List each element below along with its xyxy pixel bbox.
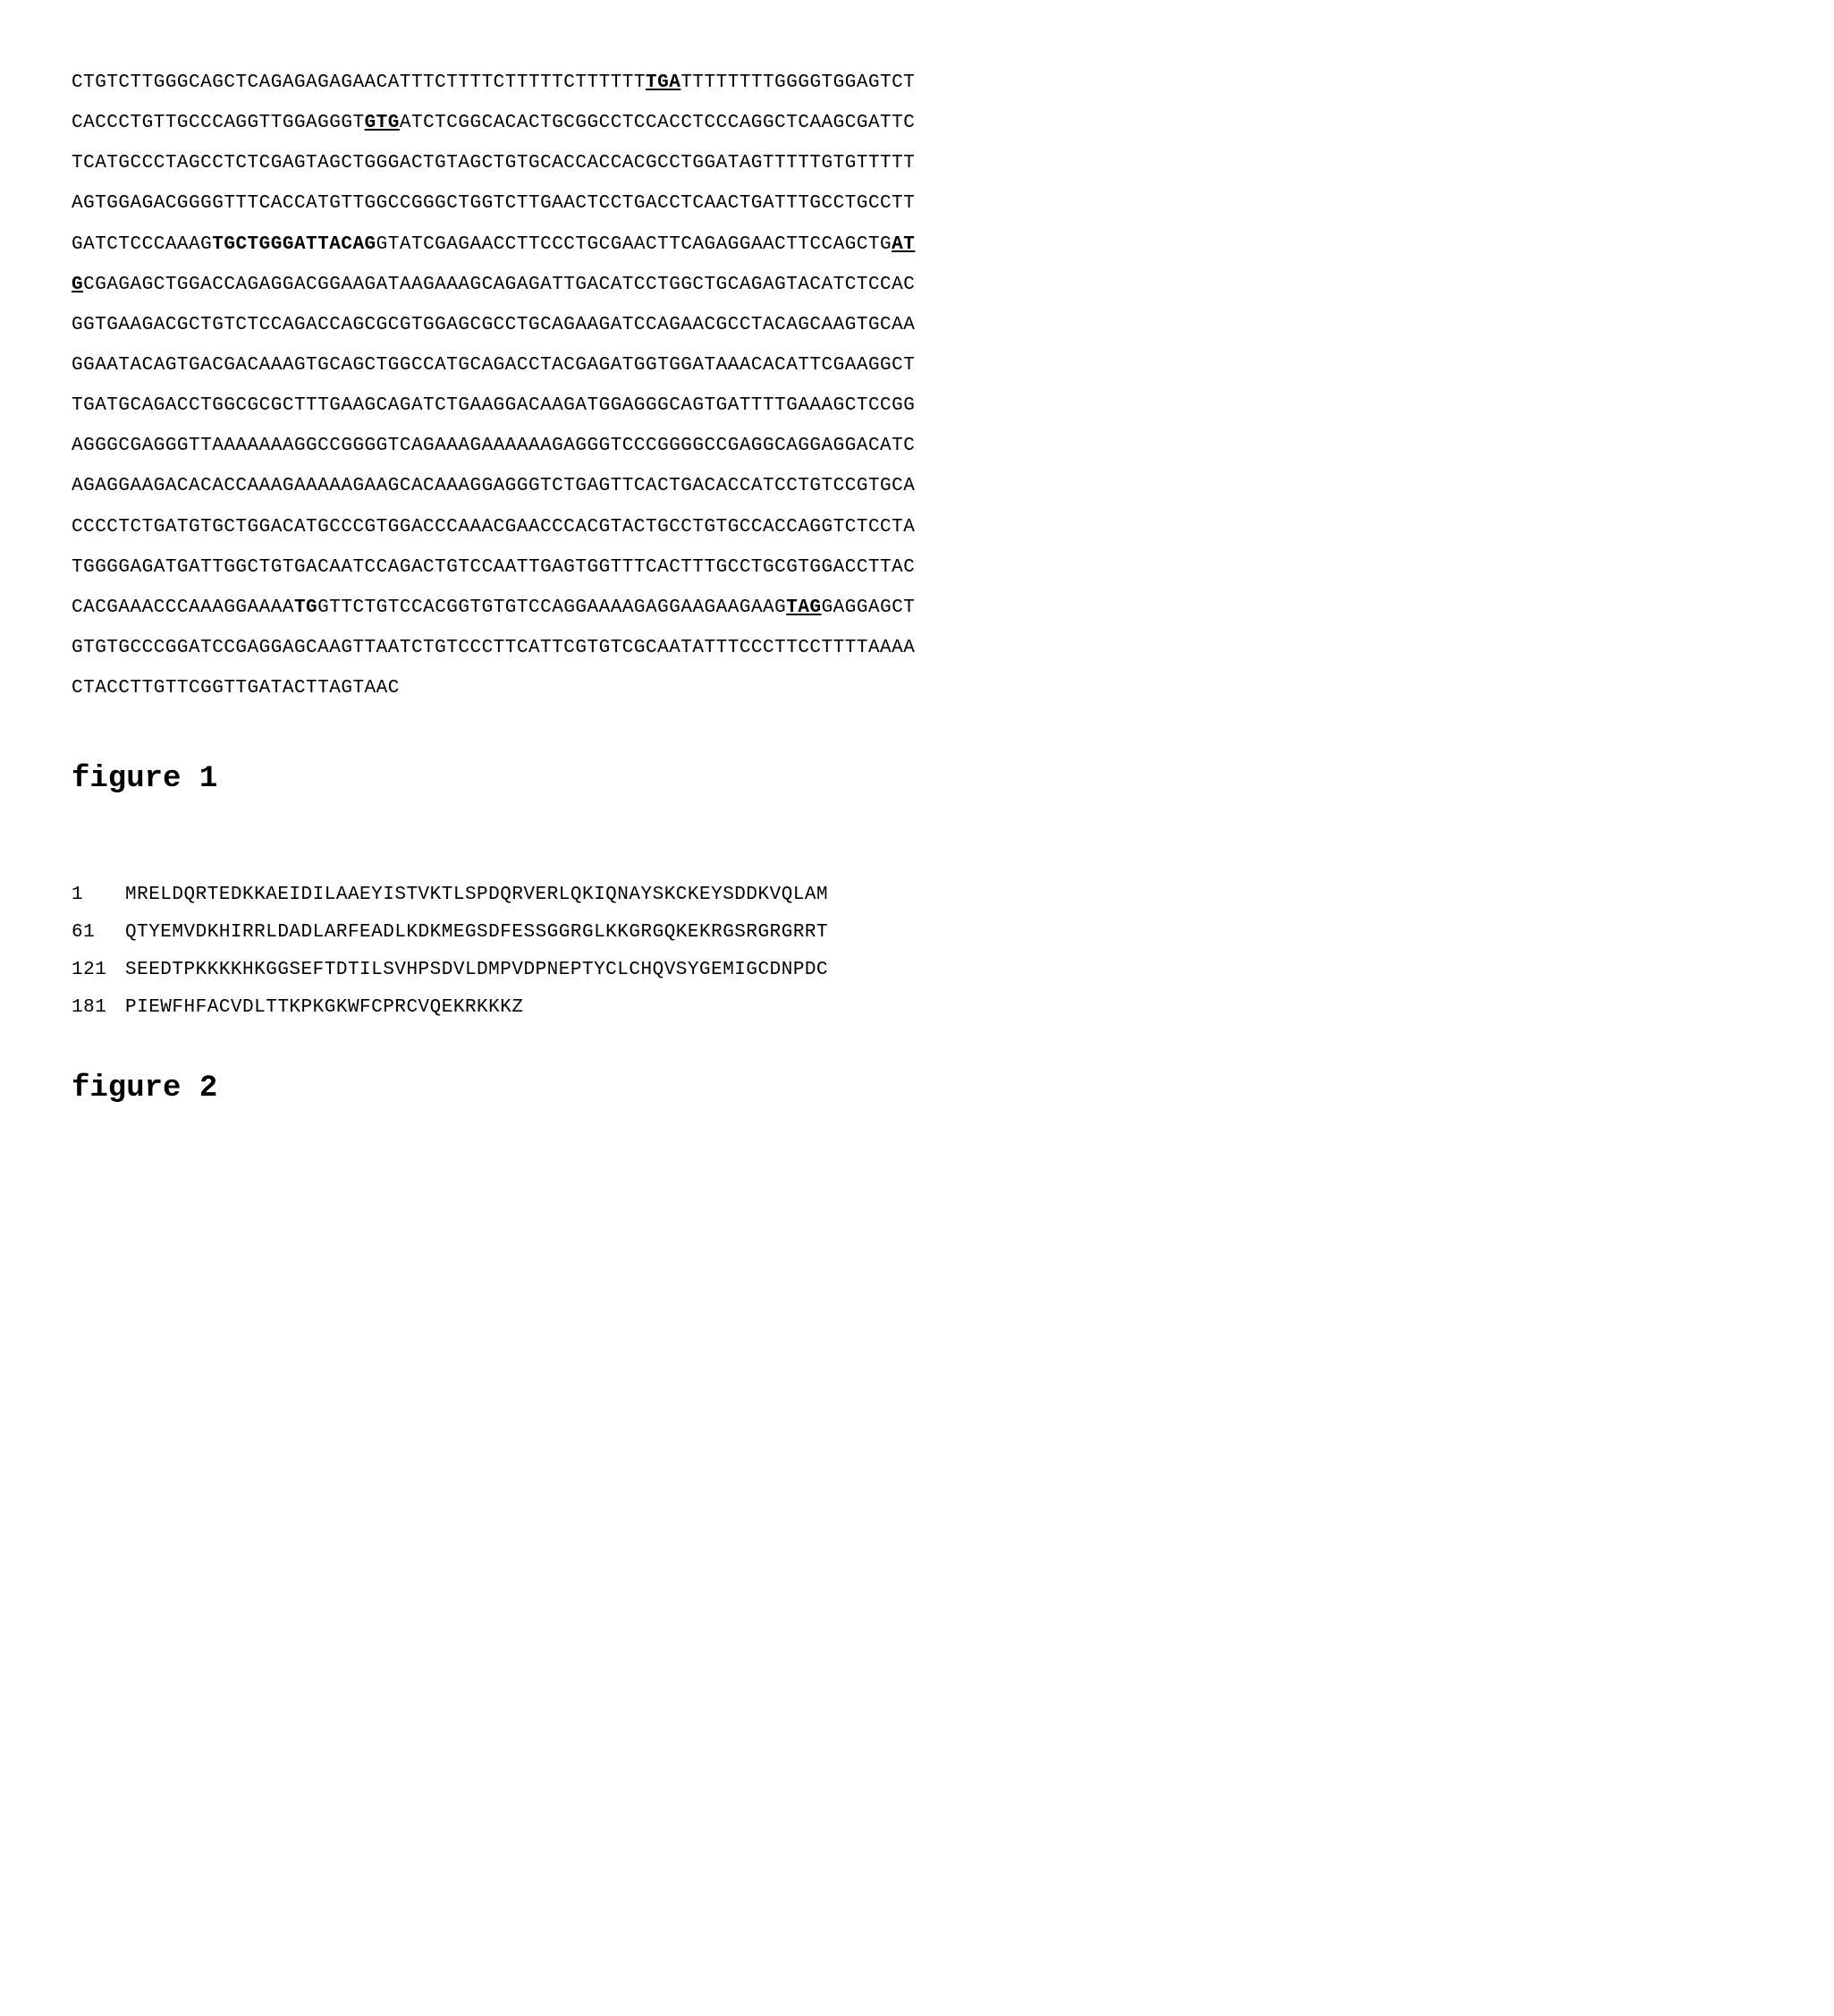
protein-line: 121SEEDTPKKKKHKGGSEFTDTILSVHPSDVLDMPVDPN… [72,952,1762,989]
seq-segment: TGA [646,72,680,93]
seq-segment: TGATGCAGACCTGGCGCGCTTTGAAGCAGATCTGAAGGAC… [72,395,915,416]
seq-segment: CACGAAACCCAAAGGAAAA [72,597,294,618]
nucleotide-line: GTGTGCCCGGATCCGAGGAGCAAGTTAATCTGTCCCTTCA… [72,628,1762,668]
seq-segment: TCATGCCCTAGCCTCTCGAGTAGCTGGGACTGTAGCTGTG… [72,153,915,174]
seq-segment: CTGTCTTGGGCAGCTCAGAGAGAGAACATTTCTTTTCTTT… [72,72,646,93]
seq-segment: CACCCTGTTGCCCAGGTTGGAGGGT [72,113,365,133]
seq-segment: GTGTGCCCGGATCCGAGGAGCAAGTTAATCTGTCCCTTCA… [72,638,915,658]
nucleotide-line: CCCCTCTGATGTGCTGGACATGCCCGTGGACCCAAACGAA… [72,507,1762,547]
nucleotide-line: GGTGAAGACGCTGTCTCCAGACCAGCGCGTGGAGCGCCTG… [72,305,1762,345]
nucleotide-line: TCATGCCCTAGCCTCTCGAGTAGCTGGGACTGTAGCTGTG… [72,143,1762,183]
protein-position: 1 [72,877,125,914]
protein-sequence: QTYEMVDKHIRRLDADLARFEADLKDKMEGSDFESSGGRG… [125,922,828,943]
nucleotide-line: CTGTCTTGGGCAGCTCAGAGAGAGAACATTTCTTTTCTTT… [72,63,1762,103]
seq-segment: GTATCGAGAACCTTCCCTGCGAACTTCAGAGGAACTTCCA… [376,234,892,255]
seq-segment: TG [294,597,317,618]
seq-segment: ATCTCGGCACACTGCGGCCTCCACCTCCCAGGCTCAAGCG… [400,113,916,133]
nucleotide-line: CACGAAACCCAAAGGAAAATGGTTCTGTCCACGGTGTGTC… [72,588,1762,628]
seq-segment: G [72,275,83,295]
protein-position: 61 [72,914,125,952]
seq-segment: AGGGCGAGGGTTAAAAAAAGGCCGGGGTCAGAAAGAAAAA… [72,436,915,456]
seq-segment: CGAGAGCTGGACCAGAGGACGGAAGATAAGAAAGCAGAGA… [83,275,915,295]
seq-segment: CTACCTTGTTCGGTTGATACTTAGTAAC [72,678,400,699]
protein-position: 181 [72,989,125,1027]
seq-segment: GTTCTGTCCACGGTGTGTCCAGGAAAAGAGGAAGAAGAAG [317,597,786,618]
seq-segment: AT [892,234,915,255]
figure-1-caption: figure 1 [72,762,1762,796]
seq-segment: AGAGGAAGACACACCAAAGAAAAAGAAGCACAAAGGAGGG… [72,476,915,496]
seq-segment: GGTGAAGACGCTGTCTCCAGACCAGCGCGTGGAGCGCCTG… [72,315,915,335]
seq-segment: TAG [786,597,821,618]
seq-segment: AGTGGAGACGGGGTTTCACCATGTTGGCCGGGCTGGTCTT… [72,193,915,214]
nucleotide-line: AGAGGAAGACACACCAAAGAAAAAGAAGCACAAAGGAGGG… [72,466,1762,506]
nucleotide-line: TGATGCAGACCTGGCGCGCTTTGAAGCAGATCTGAAGGAC… [72,385,1762,426]
protein-line: 1MRELDQRTEDKKAEIDILAAEYISTVKTLSPDQRVERLQ… [72,877,1762,914]
seq-segment: GAGGAGCT [822,597,916,618]
nucleotide-sequence-block: CTGTCTTGGGCAGCTCAGAGAGAGAACATTTCTTTTCTTT… [72,63,1762,708]
nucleotide-line: TGGGGAGATGATTGGCTGTGACAATCCAGACTGTCCAATT… [72,547,1762,588]
seq-segment: TTTTTTTTGGGGTGGAGTCT [680,72,915,93]
nucleotide-line: CTACCTTGTTCGGTTGATACTTAGTAAC [72,668,1762,708]
protein-sequence: SEEDTPKKKKHKGGSEFTDTILSVHPSDVLDMPVDPNEPT… [125,960,828,980]
protein-line: 181PIEWFHFACVDLTTKPKGKWFCPRCVQEKRKKKZ [72,989,1762,1027]
nucleotide-line: CACCCTGTTGCCCAGGTTGGAGGGTGTGATCTCGGCACAC… [72,103,1762,143]
protein-sequence: PIEWFHFACVDLTTKPKGKWFCPRCVQEKRKKKZ [125,997,523,1018]
seq-segment: GATCTCCCAAAG [72,234,212,255]
figure-2-caption: figure 2 [72,1072,1762,1105]
seq-segment: TGGGGAGATGATTGGCTGTGACAATCCAGACTGTCCAATT… [72,557,915,578]
nucleotide-line: GCGAGAGCTGGACCAGAGGACGGAAGATAAGAAAGCAGAG… [72,265,1762,305]
protein-sequence: MRELDQRTEDKKAEIDILAAEYISTVKTLSPDQRVERLQK… [125,885,828,905]
nucleotide-line: AGTGGAGACGGGGTTTCACCATGTTGGCCGGGCTGGTCTT… [72,183,1762,224]
seq-segment: GGAATACAGTGACGACAAAGTGCAGCTGGCCATGCAGACC… [72,355,915,376]
protein-line: 61QTYEMVDKHIRRLDADLARFEADLKDKMEGSDFESSGG… [72,914,1762,952]
seq-segment: CCCCTCTGATGTGCTGGACATGCCCGTGGACCCAAACGAA… [72,517,915,538]
protein-sequence-block: 1MRELDQRTEDKKAEIDILAAEYISTVKTLSPDQRVERLQ… [72,877,1762,1027]
nucleotide-line: GGAATACAGTGACGACAAAGTGCAGCTGGCCATGCAGACC… [72,345,1762,385]
nucleotide-line: AGGGCGAGGGTTAAAAAAAGGCCGGGGTCAGAAAGAAAAA… [72,426,1762,466]
seq-segment: TGCTGGGATTACAG [212,234,376,255]
protein-position: 121 [72,952,125,989]
nucleotide-line: GATCTCCCAAAGTGCTGGGATTACAGGTATCGAGAACCTT… [72,224,1762,265]
seq-segment: GTG [365,113,400,133]
